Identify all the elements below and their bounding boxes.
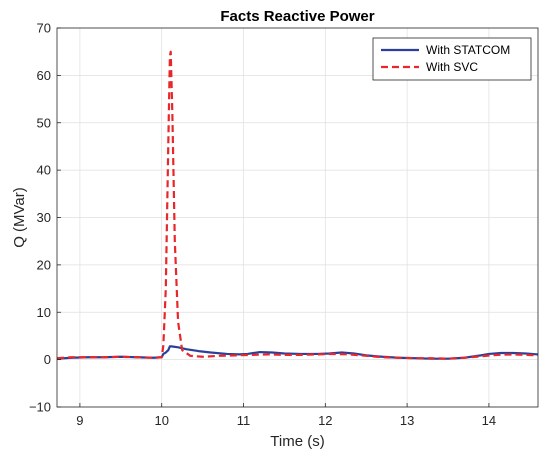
series-lines [56, 50, 539, 360]
y-axis-label: Q (MVar) [11, 187, 28, 248]
legend-entry: With SVC [426, 60, 478, 74]
y-tick-label: 0 [44, 352, 51, 367]
legend-entry: With STATCOM [426, 43, 510, 57]
legend: With STATCOM With SVC [372, 37, 532, 81]
x-tick-label: 13 [400, 413, 414, 428]
x-tick-label: 12 [318, 413, 332, 428]
y-tick-label: 60 [37, 68, 51, 83]
y-tick-label: 50 [37, 115, 51, 130]
y-tick-label: 30 [37, 210, 51, 225]
y-tick-label: 20 [37, 257, 51, 272]
axis-ticks: −10 0 10 20 30 40 50 60 70 9 10 11 12 13 14 [29, 21, 496, 429]
y-tick-label: −10 [29, 400, 51, 415]
y-tick-label: 40 [37, 163, 51, 178]
x-tick-label: 11 [237, 413, 251, 428]
series-line-with-svc [56, 50, 539, 360]
y-tick-label: 70 [37, 21, 51, 36]
legend-box [372, 37, 532, 81]
x-tick-label: 9 [76, 413, 83, 428]
x-tick-label: 10 [154, 413, 168, 428]
chart-title: Facts Reactive Power [220, 8, 374, 25]
x-axis-label: Time (s) [270, 433, 324, 450]
x-tick-label: 14 [482, 413, 496, 428]
y-tick-label: 10 [37, 305, 51, 320]
